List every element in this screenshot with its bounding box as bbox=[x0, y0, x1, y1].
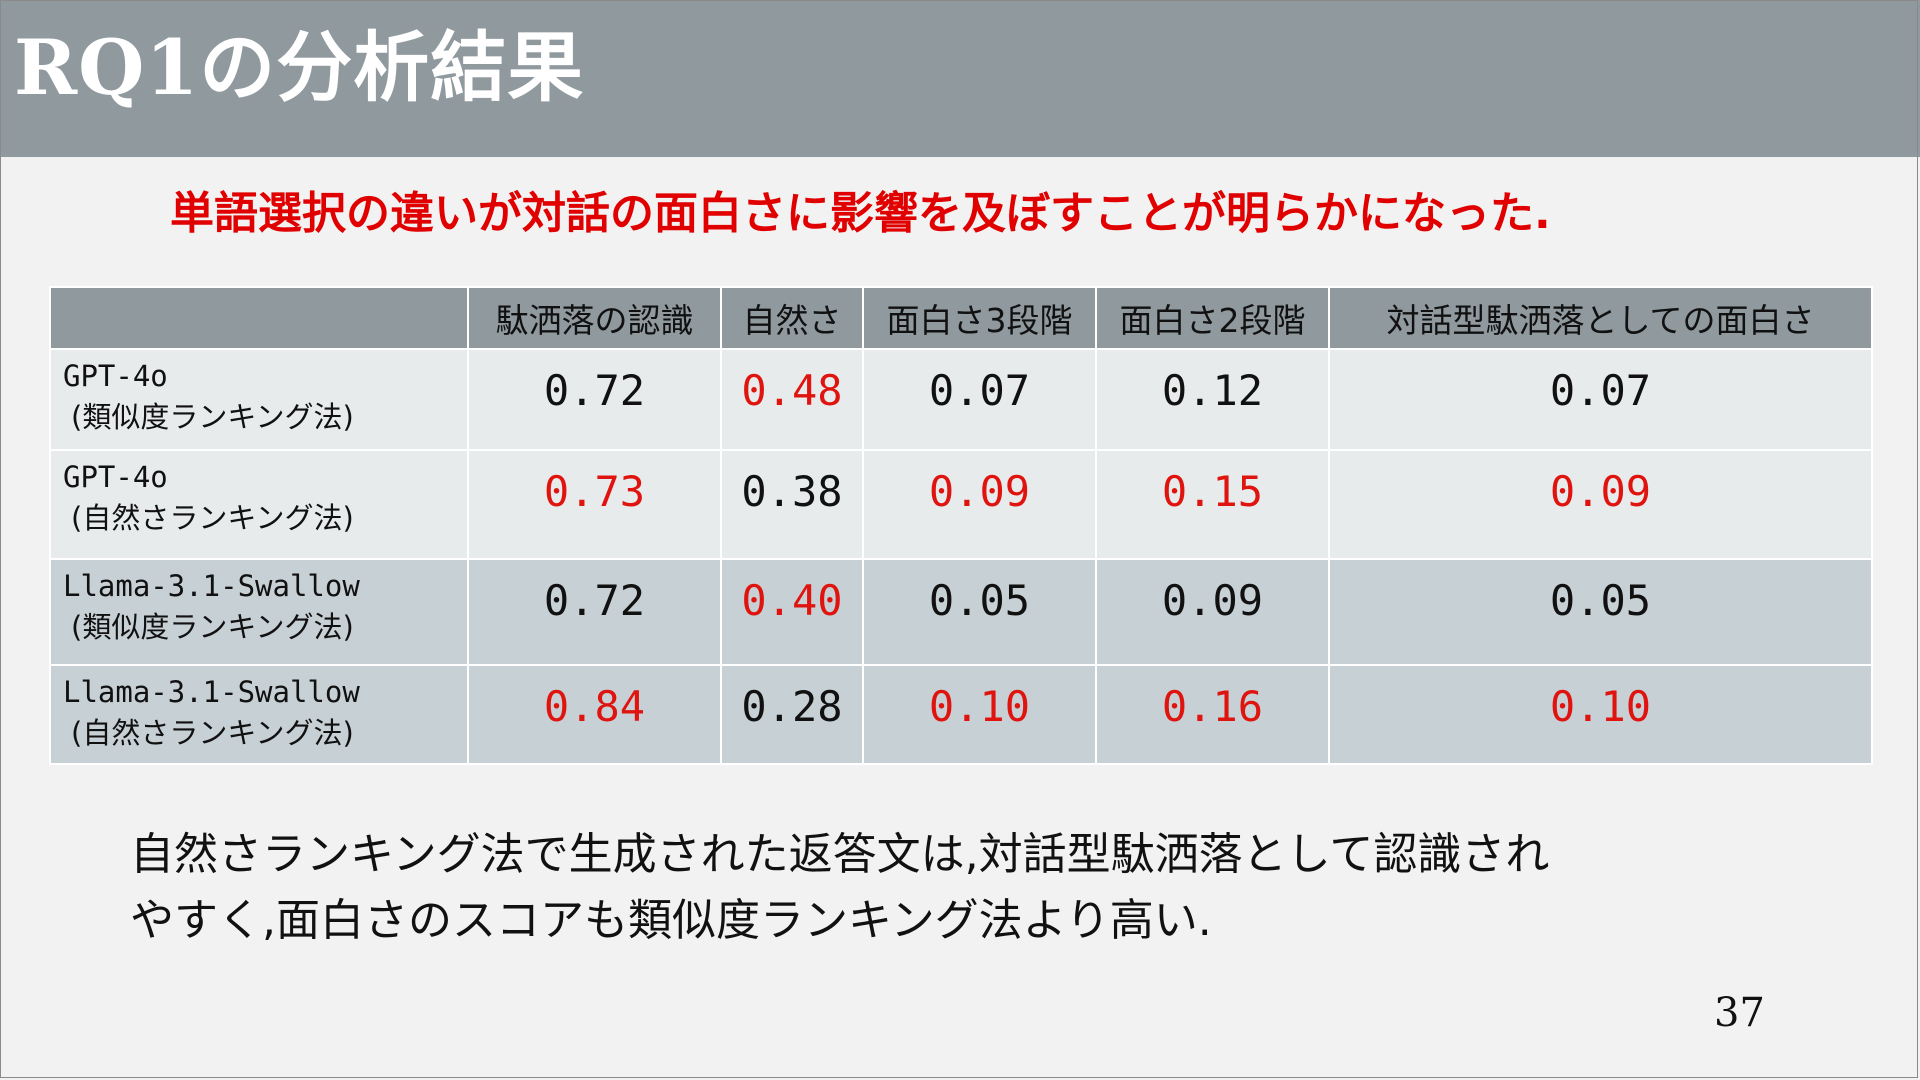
table-cell: 0.48 bbox=[720, 348, 864, 451]
table-cell: 0.28 bbox=[720, 664, 864, 765]
results-table: 駄洒落の認識 自然さ 面白さ3段階 面白さ2段階 対話型駄洒落としての面白さ G… bbox=[49, 286, 1873, 765]
model-name: GPT-4o bbox=[63, 460, 168, 494]
summary-text: 自然さランキング法で生成された返答文は,対話型駄洒落として認識され やすく,面白… bbox=[130, 822, 1770, 954]
table-cell: 0.40 bbox=[720, 558, 864, 666]
row-label: GPT-4o (自然さランキング法) bbox=[49, 449, 469, 560]
table-cell: 0.84 bbox=[467, 664, 722, 765]
table-row: Llama-3.1-Swallow (自然さランキング法) 0.84 0.28 … bbox=[49, 664, 1873, 765]
table-cell: 0.73 bbox=[467, 449, 722, 560]
table-cell: 0.09 bbox=[1328, 449, 1873, 560]
table-cell: 0.72 bbox=[467, 348, 722, 451]
table-cell: 0.07 bbox=[862, 348, 1097, 451]
table-cell: 0.09 bbox=[862, 449, 1097, 560]
title-bar: RQ1の分析結果 bbox=[0, 0, 1920, 157]
column-header-naturalness: 自然さ bbox=[720, 286, 864, 350]
column-header-pun-recognition: 駄洒落の認識 bbox=[467, 286, 722, 350]
table-cell: 0.12 bbox=[1095, 348, 1330, 451]
slide-title: RQ1の分析結果 bbox=[14, 23, 585, 112]
summary-line-2: やすく,面白さのスコアも類似度ランキング法より高い. bbox=[130, 895, 1212, 946]
table-row: Llama-3.1-Swallow (類似度ランキング法) 0.72 0.40 … bbox=[49, 558, 1873, 666]
model-name: Llama-3.1-Swallow bbox=[63, 569, 360, 603]
table-cell: 0.07 bbox=[1328, 348, 1873, 451]
table-cell: 0.10 bbox=[862, 664, 1097, 765]
column-header-funniness-2level: 面白さ2段階 bbox=[1095, 286, 1330, 350]
table-row: GPT-4o (自然さランキング法) 0.73 0.38 0.09 0.15 0… bbox=[49, 449, 1873, 560]
table-cell: 0.10 bbox=[1328, 664, 1873, 765]
method-name: (類似度ランキング法) bbox=[71, 610, 354, 644]
method-name: (類似度ランキング法) bbox=[71, 400, 354, 434]
column-header-dialogue-pun-funniness: 対話型駄洒落としての面白さ bbox=[1328, 286, 1873, 350]
table-cell: 0.16 bbox=[1095, 664, 1330, 765]
column-header-model bbox=[49, 286, 469, 350]
table-cell: 0.15 bbox=[1095, 449, 1330, 560]
table-cell: 0.09 bbox=[1095, 558, 1330, 666]
table-header-row: 駄洒落の認識 自然さ 面白さ3段階 面白さ2段階 対話型駄洒落としての面白さ bbox=[49, 286, 1873, 350]
table-cell: 0.72 bbox=[467, 558, 722, 666]
model-name: GPT-4o bbox=[63, 359, 168, 393]
row-label: Llama-3.1-Swallow (類似度ランキング法) bbox=[49, 558, 469, 666]
table-cell: 0.05 bbox=[862, 558, 1097, 666]
table-row: GPT-4o (類似度ランキング法) 0.72 0.48 0.07 0.12 0… bbox=[49, 348, 1873, 451]
method-name: (自然さランキング法) bbox=[71, 716, 354, 750]
table-cell: 0.05 bbox=[1328, 558, 1873, 666]
summary-line-1: 自然さランキング法で生成された返答文は,対話型駄洒落として認識され bbox=[130, 829, 1550, 880]
table-cell: 0.38 bbox=[720, 449, 864, 560]
method-name: (自然さランキング法) bbox=[71, 501, 354, 535]
model-name: Llama-3.1-Swallow bbox=[63, 675, 360, 709]
key-finding-headline: 単語選択の違いが対話の面白さに影響を及ぼすことが明らかになった. bbox=[170, 188, 1551, 239]
row-label: GPT-4o (類似度ランキング法) bbox=[49, 348, 469, 451]
column-header-funniness-3level: 面白さ3段階 bbox=[862, 286, 1097, 350]
row-label: Llama-3.1-Swallow (自然さランキング法) bbox=[49, 664, 469, 765]
page-number: 37 bbox=[1714, 990, 1765, 1036]
